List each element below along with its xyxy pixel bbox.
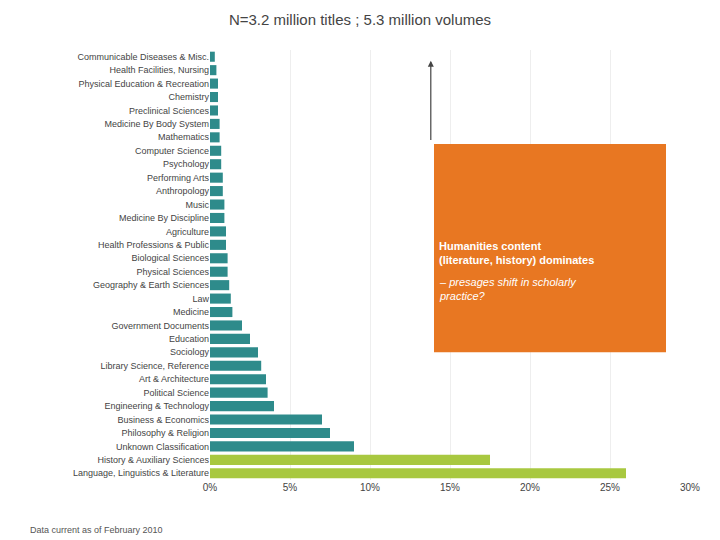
svg-text:Government Documents: Government Documents — [111, 321, 209, 331]
svg-text:Music: Music — [185, 200, 209, 210]
svg-text:Health Professions & Public: Health Professions & Public — [98, 240, 210, 250]
svg-text:Physical Sciences: Physical Sciences — [136, 267, 209, 277]
svg-text:Business & Economics: Business & Economics — [117, 415, 209, 425]
svg-text:Psychology: Psychology — [163, 159, 210, 169]
svg-text:Art & Architecture: Art & Architecture — [139, 374, 209, 384]
svg-text:5%: 5% — [283, 482, 298, 493]
svg-text:10%: 10% — [360, 482, 380, 493]
svg-text:Engineering & Technology: Engineering & Technology — [105, 401, 210, 411]
svg-text:Language, Linguistics & Litera: Language, Linguistics & Literature — [73, 468, 209, 478]
svg-text:Education: Education — [169, 334, 209, 344]
svg-text:Communicable Diseases & Misc.: Communicable Diseases & Misc. — [77, 52, 209, 62]
svg-text:N=3.2 million titles ; 5.3 mil: N=3.2 million titles ; 5.3 million volum… — [229, 11, 491, 28]
svg-text:Political Science: Political Science — [143, 388, 209, 398]
svg-text:25%: 25% — [600, 482, 620, 493]
svg-text:Library Science, Reference: Library Science, Reference — [100, 361, 209, 371]
svg-text:– presages shift in scholarlyp: – presages shift in scholarlypractice? — [439, 276, 577, 302]
svg-text:30%: 30% — [680, 482, 700, 493]
svg-text:Biological Sciences: Biological Sciences — [131, 253, 209, 263]
svg-text:20%: 20% — [520, 482, 540, 493]
svg-text:History & Auxiliary Sciences: History & Auxiliary Sciences — [97, 455, 209, 465]
svg-text:Physical Education & Recreatio: Physical Education & Recreation — [78, 79, 209, 89]
svg-text:Humanities content(literature,: Humanities content(literature, history) … — [439, 240, 594, 266]
svg-text:Mathematics: Mathematics — [158, 132, 210, 142]
svg-text:Data current as of February 20: Data current as of February 2010 — [30, 525, 163, 535]
svg-text:Health Facilities, Nursing: Health Facilities, Nursing — [109, 65, 209, 75]
svg-text:Computer Science: Computer Science — [135, 146, 209, 156]
svg-text:Chemistry: Chemistry — [168, 92, 209, 102]
svg-text:Medicine By Discipline: Medicine By Discipline — [119, 213, 209, 223]
svg-text:Unknown Classification: Unknown Classification — [116, 442, 209, 452]
svg-text:Medicine By Body System: Medicine By Body System — [104, 119, 209, 129]
svg-text:Sociology: Sociology — [170, 347, 210, 357]
svg-text:Performing Arts: Performing Arts — [147, 173, 210, 183]
svg-text:Medicine: Medicine — [173, 307, 209, 317]
svg-text:Agriculture: Agriculture — [166, 227, 209, 237]
svg-text:Philosophy & Religion: Philosophy & Religion — [121, 428, 209, 438]
svg-text:Preclinical Sciences: Preclinical Sciences — [129, 106, 210, 116]
svg-text:Geography & Earth Sciences: Geography & Earth Sciences — [93, 280, 210, 290]
svg-text:Anthropology: Anthropology — [156, 186, 210, 196]
svg-text:0%: 0% — [203, 482, 218, 493]
svg-text:Law: Law — [192, 294, 209, 304]
svg-text:15%: 15% — [440, 482, 460, 493]
